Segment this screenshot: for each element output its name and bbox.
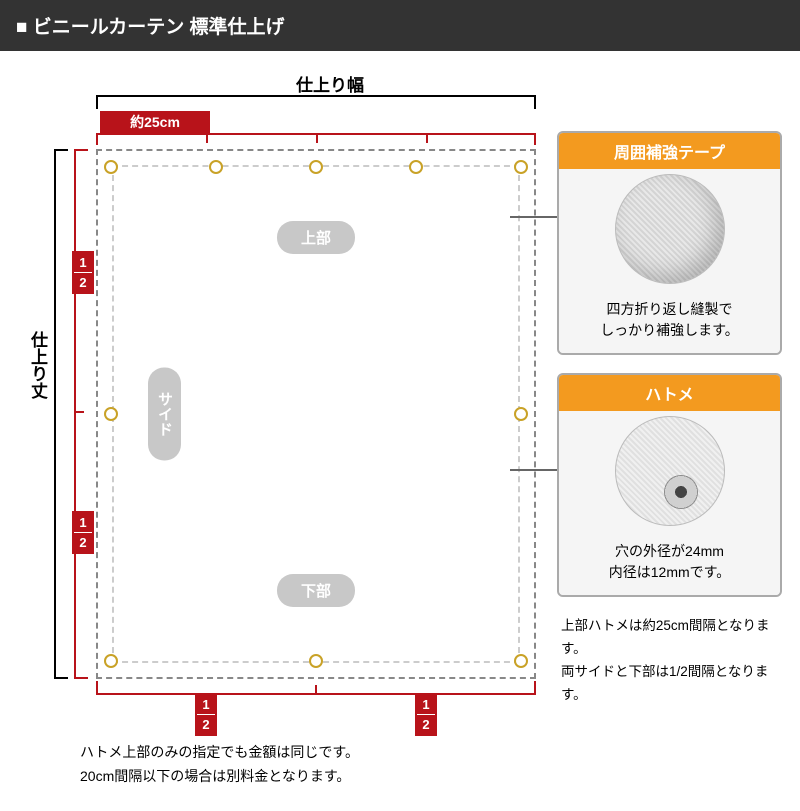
- eyelet-icon: [409, 160, 423, 174]
- half-fraction: 12: [72, 511, 94, 554]
- callout-eyelet-image: [559, 411, 780, 531]
- section-title: ビニールカーテン 標準仕上げ: [33, 17, 285, 38]
- section-header: ビニールカーテン 標準仕上げ: [0, 0, 800, 51]
- callout-tape-image: [559, 169, 780, 289]
- half-fraction: 12: [72, 251, 94, 294]
- half-fraction: 12: [195, 693, 217, 736]
- top-interval-label: 約25cm: [100, 111, 210, 133]
- eyelet-photo-icon: [615, 416, 725, 526]
- part-label-top: 上部: [277, 221, 355, 254]
- left-mid-tick: [74, 411, 84, 413]
- eyelet-icon: [104, 654, 118, 668]
- top-tick: [316, 133, 318, 143]
- footer-notes: ハトメ上部のみの指定でも金額は同じです。 20cm間隔以下の場合は別料金となりま…: [80, 741, 359, 789]
- width-bracket: [96, 95, 536, 109]
- callouts-column: 周囲補強テープ 四方折り返し縫製で しっかり補強します。 ハトメ 穴の外径が24…: [557, 131, 782, 707]
- callout-eyelet-title: ハトメ: [559, 375, 780, 411]
- callout-tape: 周囲補強テープ 四方折り返し縫製で しっかり補強します。: [557, 131, 782, 355]
- bottom-mid-tick: [315, 685, 317, 695]
- top-tick: [206, 133, 208, 143]
- left-half-bracket: [74, 149, 88, 679]
- connector-line: [510, 469, 560, 471]
- height-bracket: [54, 149, 68, 679]
- eyelet-icon: [209, 160, 223, 174]
- half-fraction: 12: [415, 693, 437, 736]
- eyelet-icon: [514, 654, 528, 668]
- connector-line: [510, 216, 560, 218]
- callout-note-2: 両サイドと下部は1/2間隔となります。: [561, 661, 782, 707]
- part-label-side: サイド: [148, 368, 181, 461]
- footer-line-1: ハトメ上部のみの指定でも金額は同じです。: [80, 741, 359, 765]
- curtain-diagram: 仕上り幅 約25cm 仕上り丈 12 12 12 12 上部 サイド 下部: [30, 71, 540, 721]
- callout-notes: 上部ハトメは約25cm間隔となります。 両サイドと下部は1/2間隔となります。: [557, 615, 782, 707]
- callout-eyelet: ハトメ 穴の外径が24mm 内径は12mmです。: [557, 373, 782, 597]
- callout-eyelet-desc: 穴の外径が24mm 内径は12mmです。: [559, 531, 780, 595]
- callout-tape-title: 周囲補強テープ: [559, 133, 780, 169]
- footer-line-2: 20cm間隔以下の場合は別料金となります。: [80, 765, 359, 789]
- finished-height-label: 仕上り丈: [25, 331, 50, 399]
- main-container: 仕上り幅 約25cm 仕上り丈 12 12 12 12 上部 サイド 下部: [0, 51, 800, 811]
- curtain-outline: 上部 サイド 下部: [96, 149, 536, 679]
- eyelet-icon: [104, 160, 118, 174]
- eyelet-icon: [514, 160, 528, 174]
- part-label-bottom: 下部: [277, 574, 355, 607]
- eyelet-icon: [309, 654, 323, 668]
- finished-width-label: 仕上り幅: [150, 71, 510, 96]
- eyelet-icon: [104, 407, 118, 421]
- callout-tape-desc: 四方折り返し縫製で しっかり補強します。: [559, 289, 780, 353]
- callout-note-1: 上部ハトメは約25cm間隔となります。: [561, 615, 782, 661]
- eyelet-icon: [309, 160, 323, 174]
- eyelet-icon: [514, 407, 528, 421]
- mesh-texture-icon: [615, 174, 725, 284]
- top-tick: [426, 133, 428, 143]
